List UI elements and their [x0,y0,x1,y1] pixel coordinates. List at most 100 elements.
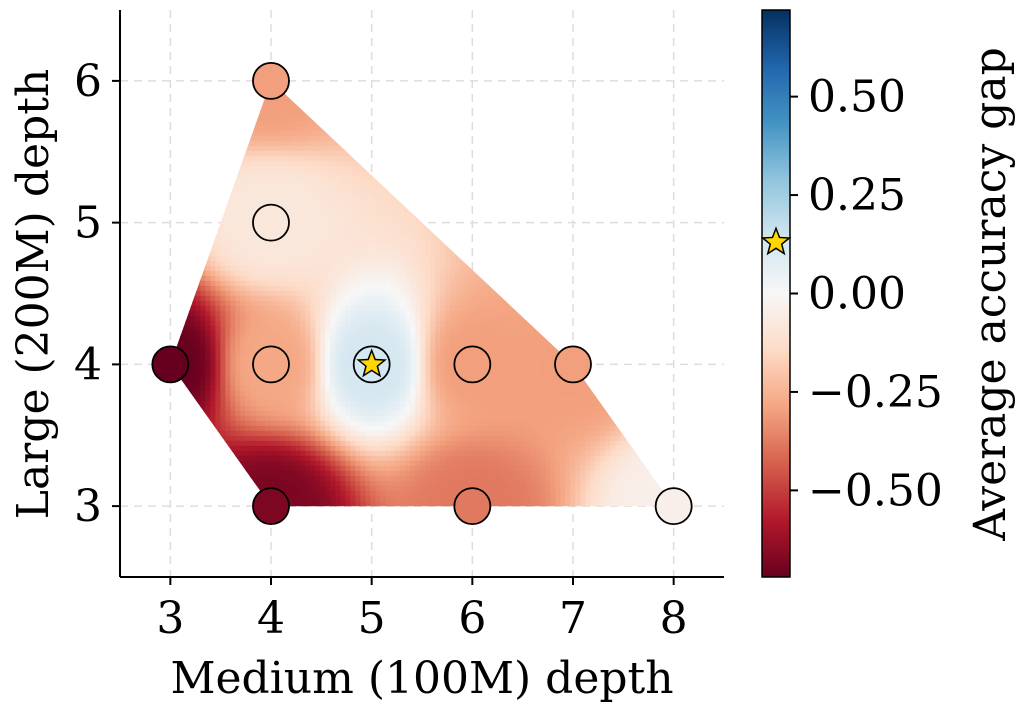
surface-cell [350,255,356,262]
surface-cell [405,80,411,87]
surface-cell [595,140,601,147]
surface-cell [210,310,216,317]
surface-cell [650,235,656,242]
surface-cell [425,180,431,187]
surface-cell [455,290,461,297]
surface-cell [580,215,586,222]
surface-cell [615,95,621,102]
surface-cell [335,170,341,177]
surface-cell [290,295,296,302]
surface-cell [505,195,511,202]
surface-cell [285,135,291,142]
surface-cell [545,140,551,147]
surface-cell [250,170,256,177]
surface-cell [270,245,276,252]
surface-cell [490,260,496,267]
surface-cell [355,210,361,217]
surface-cell [440,130,446,137]
surface-cell [490,280,496,287]
surface-cell [420,305,426,312]
surface-cell [435,265,441,272]
surface-cell [630,135,636,142]
surface-cell [385,210,391,217]
surface-cell [515,280,521,287]
surface-cell [605,240,611,247]
surface-cell [420,230,426,237]
surface-cell [540,115,546,122]
surface-cell [620,105,626,112]
surface-cell [630,280,636,287]
surface-cell [585,185,591,192]
surface-cell [565,295,571,302]
surface-cell [300,190,306,197]
surface-cell [455,260,461,267]
surface-cell [210,260,216,267]
surface-cell [270,145,276,152]
surface-cell [410,270,416,277]
surface-cell [265,275,271,282]
surface-cell [220,280,226,287]
surface-cell [600,275,606,282]
surface-cell [365,115,371,122]
surface-cell [605,155,611,162]
surface-cell [550,205,556,212]
surface-cell [210,115,216,122]
surface-cell [340,190,346,197]
surface-cell [675,186,681,192]
surface-cell [605,160,611,167]
surface-cell [635,200,641,207]
surface-cell [555,240,561,247]
surface-cell [530,190,536,197]
surface-cell [550,120,556,127]
surface-cell [415,310,421,317]
surface-cell [380,245,386,252]
surface-cell [520,175,526,182]
surface-cell [590,260,596,267]
surface-cell [180,145,186,152]
surface-cell [290,235,296,242]
surface-cell [465,85,471,92]
surface-cell [460,110,466,117]
surface-cell [380,265,386,272]
surface-cell [635,135,641,142]
surface-cell [360,255,366,262]
surface-cell [385,230,391,237]
surface-cell [445,110,451,117]
surface-cell [525,175,531,182]
surface-cell [370,255,376,262]
surface-cell [375,80,381,87]
surface-cell [215,105,221,112]
surface-cell [225,130,231,137]
surface-cell [500,245,506,252]
surface-cell [375,260,381,267]
surface-cell [335,225,341,232]
surface-cell [505,305,511,312]
surface-cell [600,125,606,132]
surface-cell [210,110,216,117]
surface-cell [290,130,296,137]
surface-cell [515,90,521,97]
surface-cell [300,165,306,172]
surface-cell [185,175,191,182]
surface-cell [475,235,481,242]
surface-cell [170,80,176,82]
surface-cell [295,295,301,302]
surface-cell [585,120,591,127]
surface-cell [530,290,536,297]
surface-cell [385,110,391,117]
surface-cell [655,240,661,247]
surface-cell [235,225,241,232]
surface-cell [380,225,386,232]
surface-cell [425,80,431,87]
surface-cell [325,125,331,132]
surface-cell [330,255,336,262]
surface-cell [490,265,496,272]
surface-cell [640,250,646,257]
surface-cell [660,200,666,207]
surface-cell [465,310,471,317]
surface-cell [220,115,226,122]
surface-cell [390,245,396,252]
surface-cell [510,260,516,267]
surface-cell [235,300,241,307]
surface-cell [375,100,381,107]
